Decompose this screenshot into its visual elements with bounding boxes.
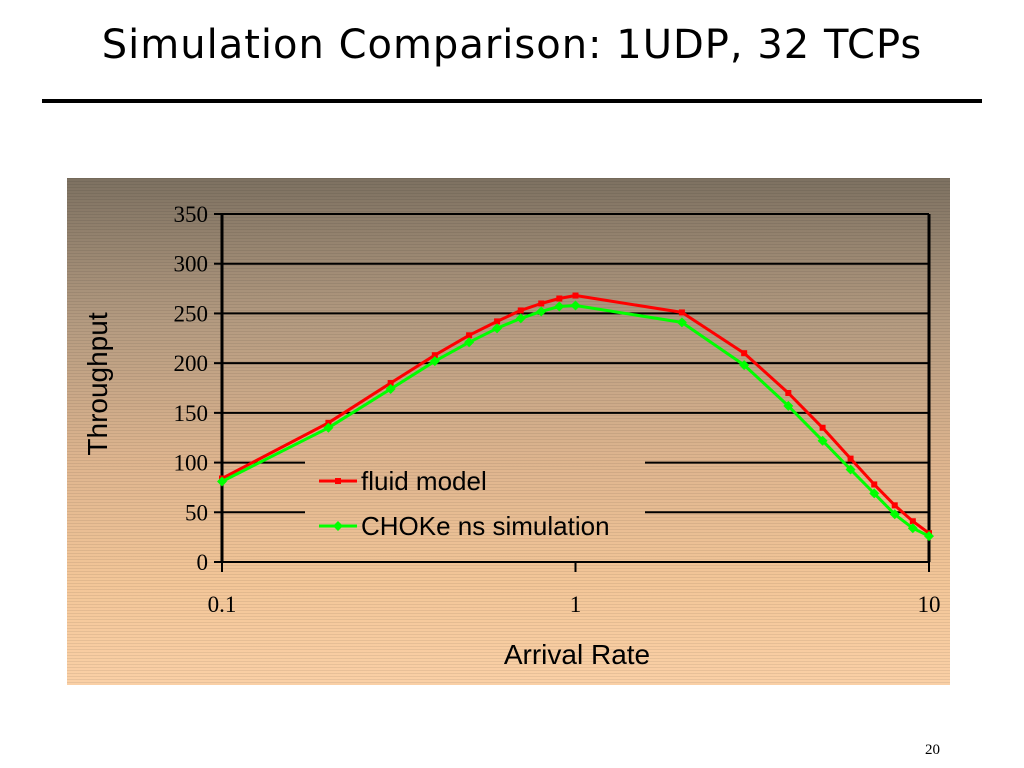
data-point [517, 307, 524, 314]
data-point [466, 332, 473, 339]
data-point [572, 292, 579, 299]
legend: fluid model CHOKe ns simulation [319, 466, 610, 541]
y-tick-label: 250 [174, 301, 209, 326]
data-point [819, 424, 826, 431]
data-point [817, 435, 828, 446]
series-layer [217, 292, 934, 542]
y-tick-label: 50 [185, 500, 208, 525]
data-point [909, 518, 916, 525]
data-point [924, 531, 934, 542]
chart-panel: 0 50 100 150 200 250 300 350 0.1 1 10 fluid model C… [67, 178, 950, 685]
x-tick-label: 10 [918, 592, 941, 617]
data-point [869, 488, 880, 499]
y-tick-label: 350 [174, 202, 209, 227]
legend-marker [333, 521, 343, 531]
slide-number: 20 [925, 742, 940, 758]
data-point [741, 350, 748, 357]
data-point [891, 502, 898, 509]
data-point [538, 300, 545, 307]
data-point [847, 455, 854, 462]
series-choke-ns-simulation [217, 300, 934, 542]
y-tick-label: 300 [174, 252, 209, 277]
data-point [845, 464, 856, 475]
data-point [889, 509, 900, 520]
data-point [515, 313, 526, 324]
y-tick-label: 150 [174, 401, 209, 426]
series-line [221, 294, 930, 535]
legend-label: fluid model [361, 466, 487, 496]
line-chart: 0 50 100 150 200 250 300 350 0.1 1 10 fluid model C… [82, 202, 941, 670]
data-point [871, 481, 878, 488]
slide-title: Simulation Comparison: 1UDP, 32 TCPs [101, 22, 923, 68]
grid-lines [222, 213, 929, 514]
series-fluid-model [219, 292, 932, 537]
data-point [785, 389, 792, 396]
data-point [464, 337, 475, 348]
data-point [494, 318, 501, 325]
data-point [431, 352, 438, 359]
data-point [739, 360, 750, 371]
data-point [387, 380, 394, 387]
data-point [429, 356, 440, 367]
legend-entry: CHOKe ns simulation [319, 511, 610, 541]
x-axis-title: Arrival Rate [504, 639, 650, 670]
x-tick-label: 1 [570, 592, 582, 617]
data-point [323, 422, 334, 433]
y-tick-label: 0 [197, 550, 209, 575]
data-point [556, 295, 563, 302]
data-point [217, 476, 227, 487]
data-point [492, 323, 503, 334]
legend-marker [335, 478, 341, 484]
data-point [554, 301, 565, 312]
legend-label: CHOKe ns simulation [361, 511, 610, 541]
data-point [385, 383, 396, 394]
x-tick-label: 0.1 [208, 592, 237, 617]
y-tick-label: 200 [174, 351, 209, 376]
data-point [907, 523, 918, 534]
data-point [536, 306, 547, 317]
y-axis-title: Throughput [82, 312, 113, 455]
data-point [570, 300, 581, 311]
title-divider [42, 99, 982, 103]
y-tick-label: 100 [174, 451, 209, 476]
data-point [676, 317, 687, 328]
data-point [783, 400, 794, 411]
axes: 0 50 100 150 200 250 300 350 0.1 1 10 [174, 202, 941, 617]
data-point [678, 309, 685, 316]
legend-entry: fluid model [319, 466, 487, 496]
